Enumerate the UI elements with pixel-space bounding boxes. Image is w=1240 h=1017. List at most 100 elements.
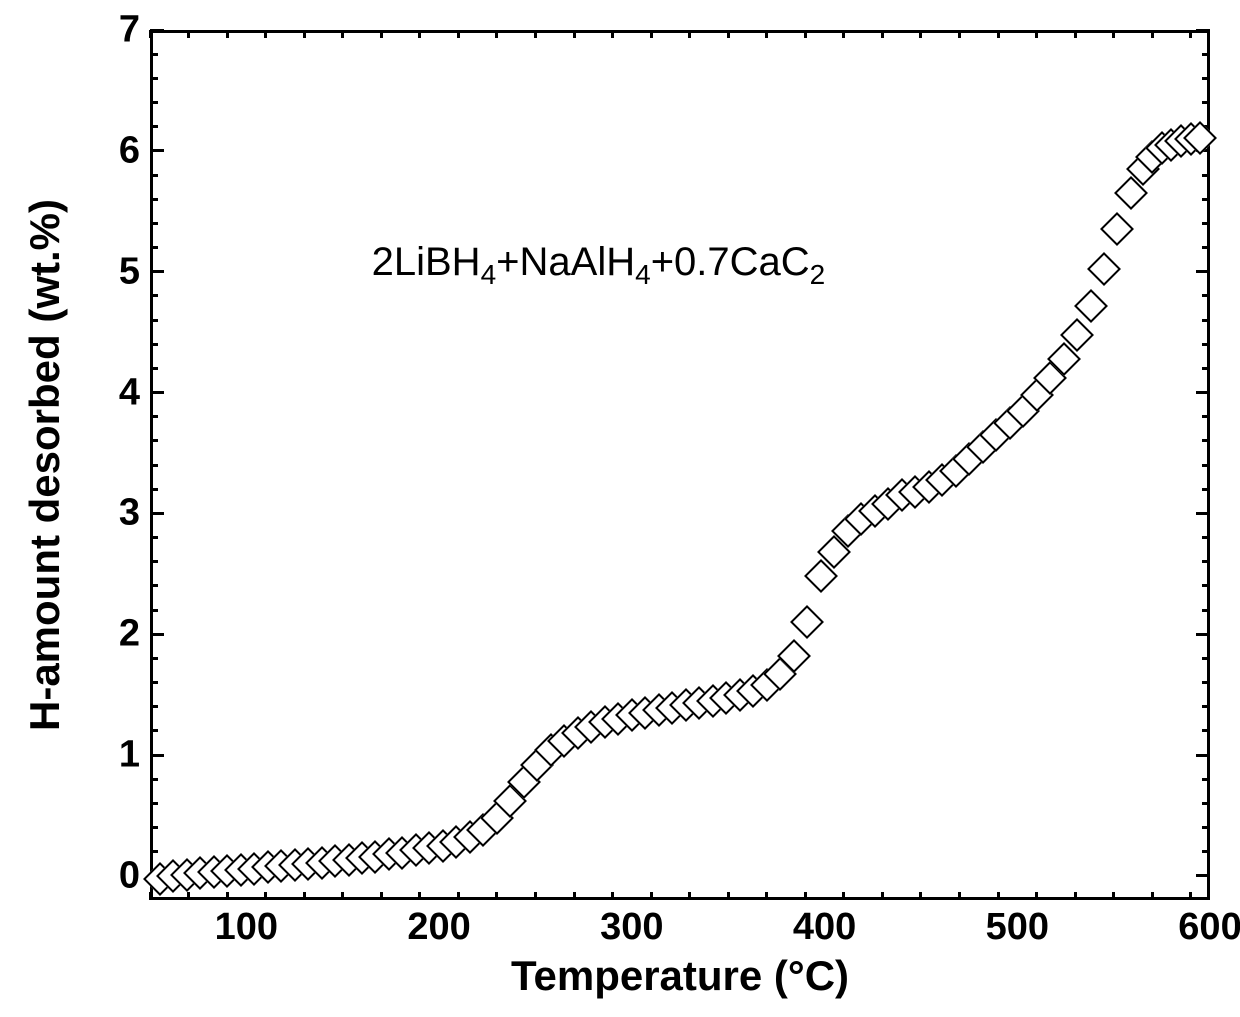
tick [495, 892, 498, 900]
tick [688, 30, 691, 38]
tick [1035, 892, 1038, 900]
tick [1202, 536, 1210, 539]
tick [765, 30, 768, 38]
tick [150, 149, 164, 152]
x-tick-label: 200 [407, 906, 470, 949]
tick [1202, 294, 1210, 297]
y-tick-label: 6 [119, 129, 140, 172]
desorption-chart: 10020030040050060001234567Temperature (°… [0, 0, 1240, 1017]
tick [958, 30, 961, 38]
tick [1035, 30, 1038, 38]
tick [611, 892, 614, 900]
tick [150, 681, 158, 684]
tick [1202, 53, 1210, 56]
tick [1202, 560, 1210, 563]
tick [842, 892, 845, 900]
tick [150, 101, 158, 104]
tick [303, 892, 306, 900]
tick [1202, 367, 1210, 370]
tick [1202, 101, 1210, 104]
tick [997, 30, 1000, 38]
tick [150, 198, 158, 201]
tick [150, 536, 158, 539]
tick [1202, 488, 1210, 491]
tick [1151, 892, 1154, 900]
tick [1202, 343, 1210, 346]
y-tick-label: 5 [119, 250, 140, 293]
tick [150, 754, 164, 757]
tick [150, 29, 164, 32]
tick [1202, 657, 1210, 660]
tick [150, 778, 158, 781]
tick [919, 892, 922, 900]
tick [150, 174, 158, 177]
tick [226, 30, 229, 38]
tick [1202, 681, 1210, 684]
tick [727, 892, 730, 900]
tick [495, 30, 498, 38]
plot-area [150, 30, 1210, 900]
tick [1202, 609, 1210, 612]
tick [264, 30, 267, 38]
tick [418, 892, 421, 900]
tick [842, 30, 845, 38]
tick [650, 30, 653, 38]
tick [150, 343, 158, 346]
tick [150, 391, 164, 394]
tick [1202, 174, 1210, 177]
tick [1202, 705, 1210, 708]
y-tick-label: 2 [119, 613, 140, 656]
tick [1202, 584, 1210, 587]
tick [150, 53, 158, 56]
axis-line [150, 30, 1210, 33]
tick [341, 892, 344, 900]
tick [341, 30, 344, 38]
tick [380, 892, 383, 900]
tick [303, 30, 306, 38]
tick [881, 30, 884, 38]
tick [1202, 729, 1210, 732]
tick [1196, 633, 1210, 636]
tick [573, 892, 576, 900]
tick [573, 30, 576, 38]
x-tick-label: 400 [793, 906, 856, 949]
tick [534, 892, 537, 900]
tick [881, 892, 884, 900]
tick [150, 270, 164, 273]
tick [150, 415, 158, 418]
x-tick-label: 600 [1178, 906, 1240, 949]
tick [150, 439, 158, 442]
tick [150, 319, 158, 322]
tick [150, 560, 158, 563]
tick [1196, 754, 1210, 757]
tick [1189, 892, 1192, 900]
tick [264, 892, 267, 900]
tick [1202, 246, 1210, 249]
tick [1202, 77, 1210, 80]
tick [765, 892, 768, 900]
tick [150, 657, 158, 660]
tick [1196, 391, 1210, 394]
tick [150, 584, 158, 587]
y-tick-label: 0 [119, 854, 140, 897]
y-tick-label: 1 [119, 734, 140, 777]
tick [1202, 222, 1210, 225]
y-axis-label: H-amount desorbed (wt.%) [21, 199, 69, 731]
tick [997, 892, 1000, 900]
tick [1202, 198, 1210, 201]
tick [688, 892, 691, 900]
tick [1074, 892, 1077, 900]
x-axis-label: Temperature (°C) [511, 952, 849, 1000]
tick [1189, 30, 1192, 38]
tick [958, 892, 961, 900]
tick [149, 892, 152, 900]
tick [1202, 464, 1210, 467]
tick [150, 705, 158, 708]
tick [1202, 850, 1210, 853]
tick [150, 609, 158, 612]
tick [1202, 778, 1210, 781]
tick [1202, 415, 1210, 418]
tick [150, 826, 158, 829]
tick [150, 633, 164, 636]
y-tick-label: 3 [119, 492, 140, 535]
